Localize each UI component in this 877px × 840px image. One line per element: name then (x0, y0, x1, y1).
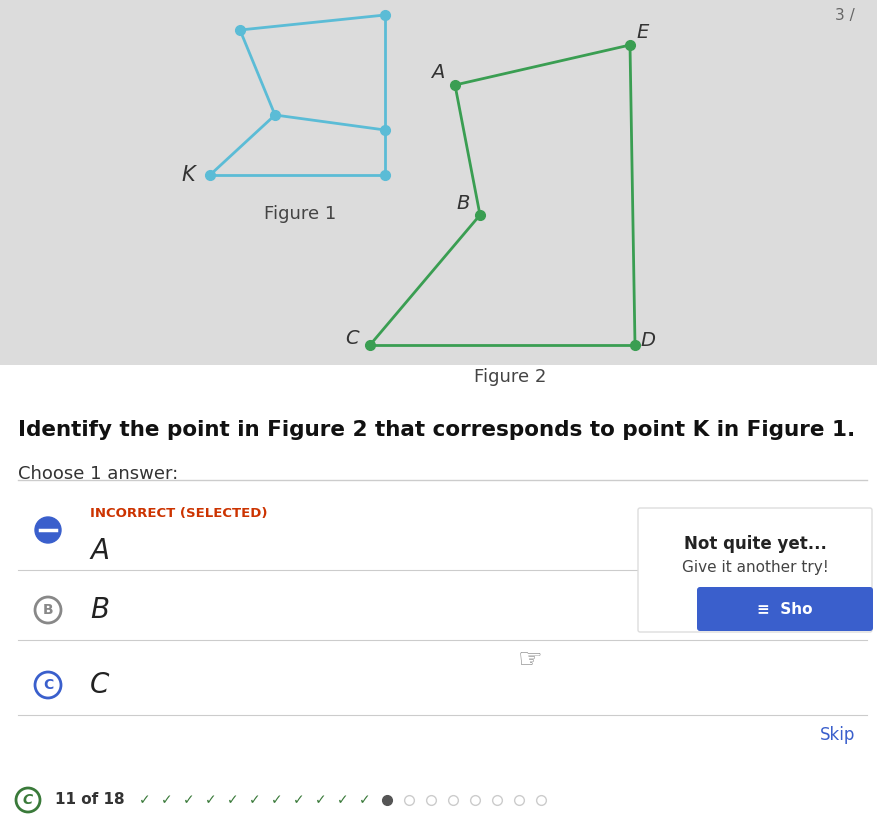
Text: ✓: ✓ (271, 793, 282, 807)
FancyBboxPatch shape (0, 365, 877, 840)
Text: A: A (90, 537, 109, 565)
Text: ✓: ✓ (293, 793, 305, 807)
Text: B: B (456, 194, 470, 213)
Text: C: C (43, 678, 53, 692)
Text: Not quite yet...: Not quite yet... (683, 535, 826, 553)
Text: ✓: ✓ (337, 793, 349, 807)
Text: ✓: ✓ (227, 793, 239, 807)
Text: Figure 1: Figure 1 (264, 205, 336, 223)
Text: Identify the point in Figure 2 that corresponds to point K in Figure 1.: Identify the point in Figure 2 that corr… (18, 420, 855, 440)
Circle shape (35, 517, 61, 543)
Text: 11 of 18: 11 of 18 (55, 792, 125, 807)
Text: ✓: ✓ (205, 793, 217, 807)
Text: INCORRECT (SELECTED): INCORRECT (SELECTED) (90, 507, 267, 520)
Text: ≡  Sho: ≡ Sho (757, 601, 813, 617)
Text: Choose 1 answer:: Choose 1 answer: (18, 465, 178, 483)
Text: 3 /: 3 / (835, 8, 855, 23)
Text: ☞: ☞ (517, 646, 543, 674)
Text: C: C (90, 671, 110, 699)
Text: D: D (640, 331, 655, 350)
Text: C: C (346, 329, 359, 348)
Text: Figure 2: Figure 2 (474, 368, 546, 386)
Text: Skip: Skip (820, 726, 855, 744)
Text: ✓: ✓ (139, 793, 151, 807)
Text: ✓: ✓ (161, 793, 173, 807)
FancyBboxPatch shape (697, 587, 873, 631)
Text: K: K (182, 165, 195, 185)
FancyBboxPatch shape (638, 508, 872, 632)
Text: B: B (43, 603, 53, 617)
Text: E: E (637, 23, 649, 42)
Text: ✓: ✓ (249, 793, 260, 807)
Text: ✓: ✓ (183, 793, 195, 807)
Text: A: A (431, 63, 445, 82)
Text: B: B (90, 596, 109, 624)
Text: ✓: ✓ (315, 793, 327, 807)
Text: C: C (23, 793, 33, 807)
Text: Give it another try!: Give it another try! (681, 560, 829, 575)
Text: ✓: ✓ (360, 793, 371, 807)
